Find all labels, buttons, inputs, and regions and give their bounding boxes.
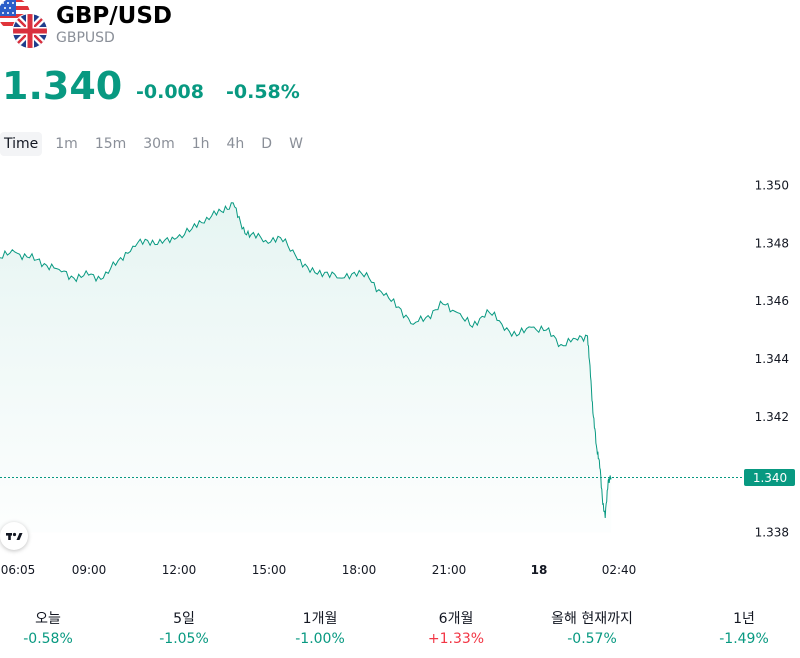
performance-period-label: 오늘: [35, 611, 61, 627]
y-tick-label: 1.338: [755, 526, 789, 540]
x-axis: 06:05 09:00 12:00 15:00 18:00 21:00 18 02:40: [1, 563, 637, 577]
tab-w[interactable]: W: [289, 136, 303, 152]
us-uk-flags-icon: [0, 0, 48, 49]
x-tick-label: 18: [531, 563, 548, 577]
performance-period-value: -0.57%: [567, 631, 617, 647]
x-tick-label: 02:40: [602, 563, 637, 577]
performance-period-label: 6개월: [438, 611, 474, 627]
current-price: 1.340: [2, 64, 123, 108]
performance-item[interactable]: 5일 -1.05%: [114, 610, 254, 648]
last-price-badge: [744, 469, 795, 487]
y-tick-label: 1.346: [755, 294, 789, 308]
performance-period-value: +1.33%: [427, 631, 485, 647]
performance-period-label: 1개월: [302, 611, 338, 627]
timeframe-tabs: Time 1m 15m 30m 1h 4h D W: [0, 132, 316, 156]
x-tick-label: 21:00: [432, 563, 467, 577]
x-tick-label: 06:05: [1, 563, 36, 577]
tab-15m[interactable]: 15m: [94, 136, 127, 152]
performance-period-value: -1.05%: [159, 631, 209, 647]
tab-1m[interactable]: 1m: [55, 136, 78, 152]
y-tick-label: 1.342: [755, 410, 789, 424]
tab-1h[interactable]: 1h: [191, 136, 210, 152]
x-tick-label: 18:00: [342, 563, 377, 577]
y-tick-label: 1.348: [755, 236, 789, 250]
tab-time[interactable]: Time: [0, 132, 43, 156]
tab-30m[interactable]: 30m: [143, 136, 175, 152]
price-area-fill: [0, 202, 612, 533]
performance-period-label: 1년: [733, 611, 755, 627]
performance-period-value: -1.49%: [719, 631, 769, 647]
performance-item[interactable]: 1개월 -1.00%: [250, 610, 390, 648]
performance-item[interactable]: 6개월 +1.33%: [386, 610, 526, 648]
tab-d[interactable]: D: [261, 136, 273, 152]
performance-period-value: -0.58%: [23, 631, 73, 647]
y-tick-label: 1.344: [755, 352, 789, 366]
x-tick-label: 09:00: [72, 563, 107, 577]
performance-item[interactable]: 오늘 -0.58%: [0, 610, 118, 648]
performance-strip: 오늘 -0.58% 5일 -1.05% 1개월 -1.00% 6개월 +1.33% 올해 현재까…: [0, 610, 800, 650]
performance-item[interactable]: 1년 -1.49%: [674, 610, 800, 648]
x-tick-label: 12:00: [162, 563, 197, 577]
ticker-code: GBPUSD: [56, 30, 115, 46]
tab-4h[interactable]: 4h: [226, 136, 245, 152]
price-change: -0.008: [136, 81, 204, 103]
performance-period-value: -1.00%: [295, 631, 345, 647]
performance-period-label: 올해 현재까지: [551, 611, 633, 627]
tradingview-logo-icon[interactable]: [0, 522, 28, 550]
price-series-line: [0, 202, 612, 519]
symbol-title: GBP/USD: [56, 3, 172, 29]
last-price-label: 1.340: [753, 471, 787, 485]
performance-item[interactable]: 올해 현재까지 -0.57%: [522, 610, 662, 648]
y-tick-label: 1.350: [755, 179, 789, 193]
price-change-percent: -0.58%: [226, 81, 300, 103]
price-chart[interactable]: 1.350 1.348 1.346 1.344 1.342 1.340 1.338 06:0…: [0, 0, 800, 600]
x-tick-label: 15:00: [252, 563, 287, 577]
performance-period-label: 5일: [173, 611, 195, 627]
